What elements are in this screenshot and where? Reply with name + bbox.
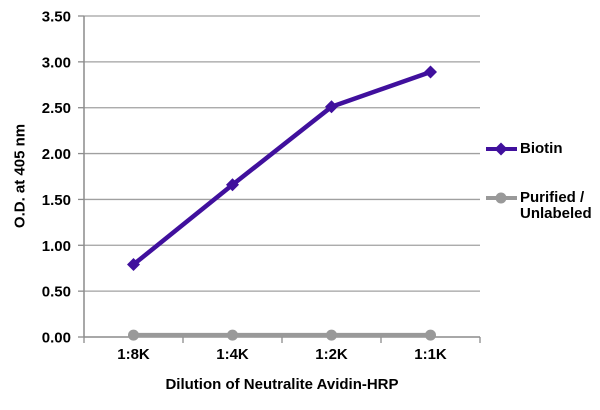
purified-legend-circle-icon xyxy=(495,192,507,204)
y-tick-label: 1.00 xyxy=(42,238,71,255)
y-axis-title: O.D. at 405 nm xyxy=(11,123,29,229)
legend-label-line: Biotin xyxy=(520,140,563,157)
y-tick-label: 2.50 xyxy=(42,100,71,117)
y-tick-label: 2.00 xyxy=(42,146,71,163)
legend-label-purified-unlabeled: Purified / Unlabeled xyxy=(520,190,592,222)
data-point-series-0 xyxy=(127,258,140,272)
y-tick-label: 3.50 xyxy=(42,9,71,26)
data-point-series-0 xyxy=(226,178,239,192)
series-line-0 xyxy=(131,69,433,267)
y-tick-label: 3.00 xyxy=(42,54,71,71)
biotin-series-marker-icon xyxy=(486,142,517,156)
data-point-series-1 xyxy=(425,329,436,341)
data-point-series-0 xyxy=(424,65,437,79)
data-point-series-1 xyxy=(227,329,238,341)
x-tick-label: 1:4K xyxy=(216,346,249,363)
y-tick-label: 0.00 xyxy=(42,330,71,347)
purified-series-marker-icon xyxy=(486,192,517,204)
biotin-legend-diamond-icon xyxy=(494,142,508,156)
x-tick-label: 1:8K xyxy=(117,346,150,363)
data-point-series-0 xyxy=(325,100,338,114)
legend-label-line: Unlabeled xyxy=(520,205,592,222)
data-point-series-1 xyxy=(326,329,337,341)
legend-label-biotin: Biotin xyxy=(520,141,563,157)
y-tick-label: 0.50 xyxy=(42,284,71,301)
x-tick-label: 1:1K xyxy=(414,346,447,363)
legend-item-purified-unlabeled: Purified / Unlabeled xyxy=(485,190,592,222)
legend: Biotin Purified / Unlabeled xyxy=(485,0,600,410)
legend-item-biotin: Biotin xyxy=(485,141,563,157)
legend-label-line: Purified / xyxy=(520,189,585,206)
x-tick-label: 1:2K xyxy=(315,346,348,363)
x-axis-title: Dilution of Neutralite Avidin-HRP xyxy=(165,376,399,393)
y-tick-label: 1.50 xyxy=(42,192,71,209)
data-point-series-1 xyxy=(128,329,139,341)
